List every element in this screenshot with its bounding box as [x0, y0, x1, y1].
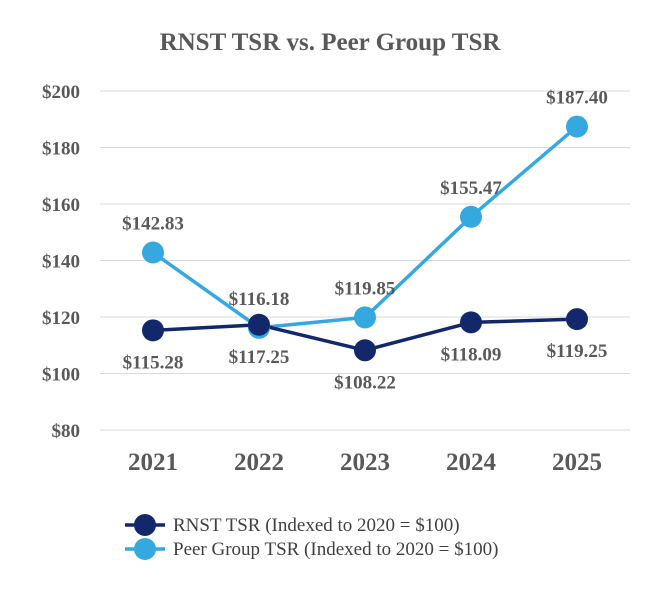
data-point [354, 306, 376, 329]
y-axis: $80 $100 $120 $140 $160 $180 $200 [42, 82, 80, 442]
legend: RNST TSR (Indexed to 2020 = $100) Peer Gr… [125, 514, 498, 560]
data-point [460, 311, 482, 334]
data-point [142, 319, 164, 342]
y-tick-label: $80 [52, 421, 81, 442]
data-point [142, 241, 164, 264]
x-axis: 2021 2022 2023 2024 2025 [128, 449, 602, 476]
x-tick-label: 2022 [234, 449, 284, 476]
data-label: $187.40 [546, 88, 608, 109]
data-label: $155.47 [440, 178, 502, 199]
series-layer: $115.28 $117.25 $108.22 $118.09 $119.25 $142.… [122, 88, 608, 394]
y-tick-label: $160 [42, 195, 80, 216]
legend-label: Peer Group TSR (Indexed to 2020 = $100) [173, 539, 498, 560]
data-point [248, 313, 270, 336]
x-tick-label: 2021 [128, 449, 178, 476]
data-label: $118.09 [441, 344, 502, 365]
x-tick-label: 2025 [552, 449, 602, 476]
data-point [354, 339, 376, 362]
legend-marker [134, 538, 156, 560]
x-tick-label: 2023 [340, 449, 390, 476]
data-point [460, 205, 482, 228]
data-label: $115.28 [123, 352, 184, 373]
data-label: $119.25 [547, 341, 608, 362]
y-tick-label: $120 [42, 308, 80, 329]
legend-label: RNST TSR (Indexed to 2020 = $100) [173, 515, 460, 536]
data-point [566, 115, 588, 138]
y-tick-label: $100 [42, 365, 80, 386]
data-label: $119.85 [335, 278, 396, 299]
x-tick-label: 2024 [446, 449, 497, 476]
legend-marker [134, 514, 156, 536]
y-tick-label: $180 [42, 139, 80, 160]
data-label: $117.25 [229, 347, 290, 368]
data-label: $116.18 [229, 289, 290, 310]
data-point [566, 308, 588, 331]
data-label: $142.83 [122, 214, 184, 235]
y-tick-label: $140 [42, 252, 80, 273]
data-label: $108.22 [334, 372, 396, 393]
chart-title: RNST TSR vs. Peer Group TSR [160, 29, 502, 56]
y-tick-label: $200 [42, 82, 80, 103]
